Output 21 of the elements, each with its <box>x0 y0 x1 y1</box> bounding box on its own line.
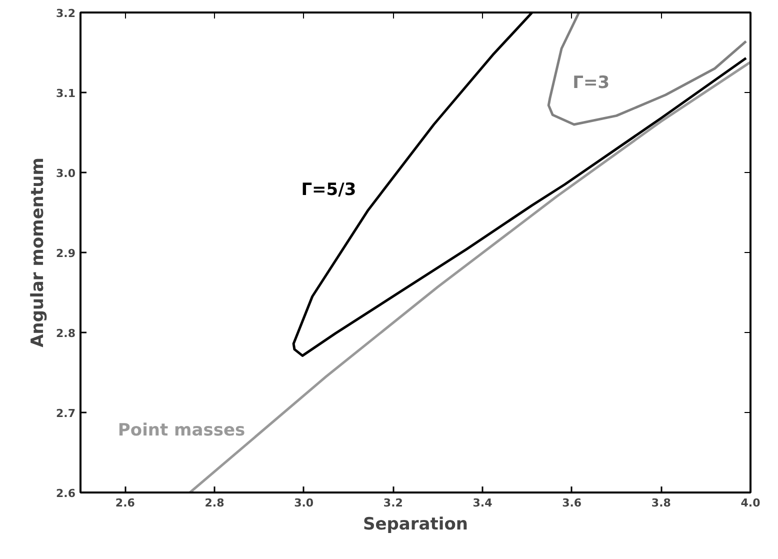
x-tick-label: 3.2 <box>383 496 403 510</box>
series-label: Point masses <box>118 420 246 440</box>
y-tick-label: 2.7 <box>56 407 76 420</box>
x-tick-label: 2.6 <box>115 496 136 510</box>
x-tick-label: 3.6 <box>562 496 582 510</box>
x-tick-label: 2.8 <box>204 496 224 510</box>
x-tick-label: 3.4 <box>472 496 493 510</box>
x-axis-title: Separation <box>363 514 468 534</box>
x-tick-label: 3.8 <box>651 496 671 510</box>
y-tick-label: 2.6 <box>56 487 76 500</box>
x-tick-label: 4.0 <box>740 496 761 510</box>
series-label: Γ=3 <box>572 72 610 93</box>
y-tick-label: 2.9 <box>56 247 76 260</box>
y-tick-label: 3.0 <box>56 167 76 180</box>
series-label: Γ=5/3 <box>301 180 356 200</box>
y-tick-label: 2.8 <box>56 327 76 340</box>
y-axis-title: Angular momentum <box>28 158 48 348</box>
y-tick-label: 3.1 <box>56 87 76 100</box>
y-tick-label: 3.2 <box>56 7 76 20</box>
x-tick-label: 3.0 <box>294 496 314 510</box>
line-series <box>547 12 748 126</box>
